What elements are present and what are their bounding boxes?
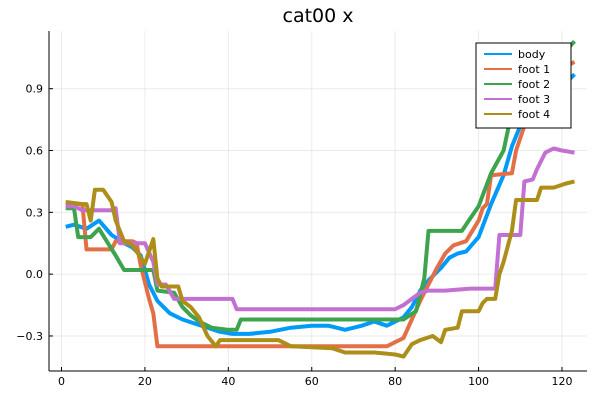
series-lines [65,39,576,359]
y-tick-label-1: 0.0 [26,268,44,281]
x-tick-label-6: 120 [551,375,572,388]
y-tick-label-3: 0.6 [26,145,44,158]
x-tick-label-1: 20 [138,375,152,388]
series-line-foot-2 [65,39,576,332]
x-tick-label-2: 40 [221,375,235,388]
series-line-foot-4 [65,179,575,359]
tick-labels: 0 20 40 60 80 100 120 −0.3 0.0 0.3 0.6 0.9 [16,83,572,388]
x-tick-label-3: 60 [305,375,319,388]
y-tick-label-2: 0.3 [26,206,44,219]
x-tick-label-5: 100 [468,375,489,388]
y-tick-label-0: −0.3 [16,330,43,343]
legend-label-body: body [518,48,546,61]
legend-label-foot-4: foot 4 [518,108,550,121]
plot-area [65,39,576,359]
chart-title: cat00 x [283,5,354,27]
x-tick-label-4: 80 [388,375,402,388]
axes [48,31,587,372]
x-tick-label-0: 0 [58,375,65,388]
y-tick-label-4: 0.9 [26,83,44,96]
legend-label-foot-1: foot 1 [518,63,550,76]
legend-label-foot-3: foot 3 [518,93,550,106]
legend: body foot 1 foot 2 foot 3 foot 4 [475,42,572,129]
series-line-foot-3 [65,146,575,312]
grid [49,31,587,371]
legend-label-foot-2: foot 2 [518,78,550,91]
